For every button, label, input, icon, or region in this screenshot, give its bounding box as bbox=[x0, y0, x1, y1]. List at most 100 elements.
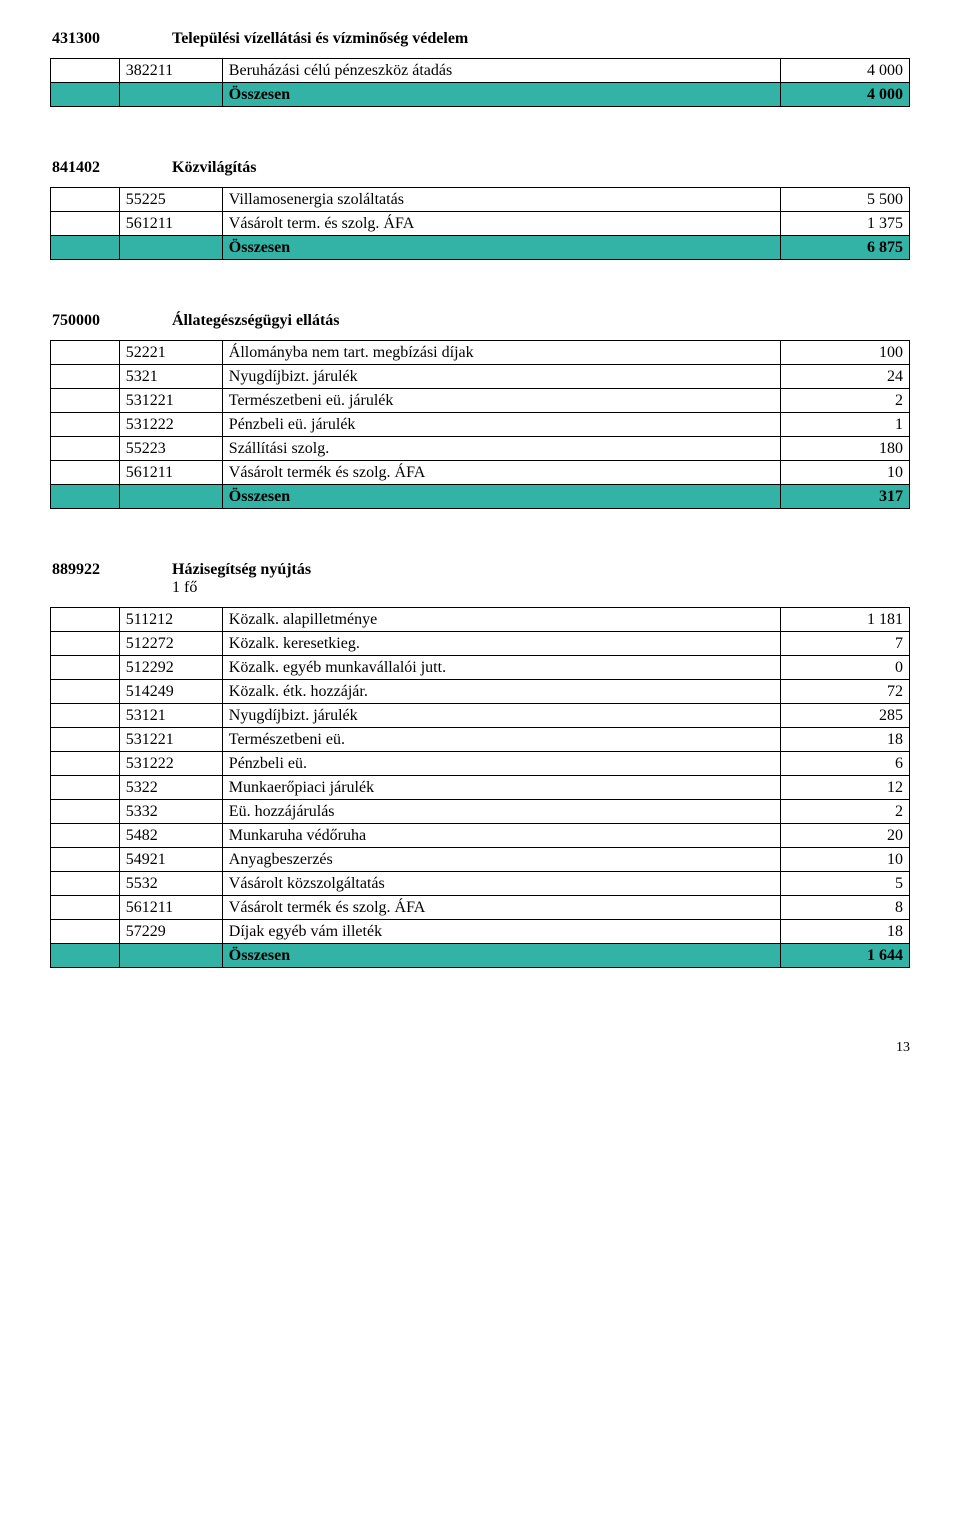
cell-blank bbox=[51, 212, 120, 236]
table-row: 511212Közalk. alapilletménye1 181 bbox=[51, 608, 910, 632]
cell-code: 531222 bbox=[119, 752, 222, 776]
section-code: 750000 bbox=[52, 312, 172, 330]
cell-label: Munkaruha védőruha bbox=[222, 824, 780, 848]
cell-code: 5322 bbox=[119, 776, 222, 800]
cell-code: 5332 bbox=[119, 800, 222, 824]
cell-code: 52221 bbox=[119, 341, 222, 365]
cell-code: 55225 bbox=[119, 188, 222, 212]
cell-label: Vásárolt termék és szolg. ÁFA bbox=[222, 461, 780, 485]
cell-value: 18 bbox=[781, 728, 910, 752]
cell-blank bbox=[51, 848, 120, 872]
cell-value: 6 bbox=[781, 752, 910, 776]
cell-value: 2 bbox=[781, 800, 910, 824]
cell-label: Pénzbeli eü. járulék bbox=[222, 413, 780, 437]
table-row: 514249Közalk. étk. hozzájár.72 bbox=[51, 680, 910, 704]
section-header: 431300Települési vízellátási és vízminős… bbox=[50, 30, 910, 48]
cell-blank bbox=[51, 800, 120, 824]
cell-label: Vásárolt termék és szolg. ÁFA bbox=[222, 896, 780, 920]
cell-label: Összesen bbox=[222, 485, 780, 509]
cell-code bbox=[119, 83, 222, 107]
section-code: 841402 bbox=[52, 159, 172, 177]
cell-label: Vásárolt term. és szolg. ÁFA bbox=[222, 212, 780, 236]
cell-code: 531221 bbox=[119, 728, 222, 752]
cell-label: Beruházási célú pénzeszköz átadás bbox=[222, 59, 780, 83]
cell-blank bbox=[51, 824, 120, 848]
cell-code: 57229 bbox=[119, 920, 222, 944]
table-row: 561211Vásárolt termék és szolg. ÁFA8 bbox=[51, 896, 910, 920]
summary-row: Összesen317 bbox=[51, 485, 910, 509]
cell-value: 10 bbox=[781, 848, 910, 872]
cell-label: Munkaerőpiaci járulék bbox=[222, 776, 780, 800]
cell-blank bbox=[51, 83, 120, 107]
cell-code: 514249 bbox=[119, 680, 222, 704]
cell-blank bbox=[51, 413, 120, 437]
cell-value: 285 bbox=[781, 704, 910, 728]
cell-blank bbox=[51, 752, 120, 776]
cell-label: Anyagbeszerzés bbox=[222, 848, 780, 872]
table-row: 531222Pénzbeli eü. járulék1 bbox=[51, 413, 910, 437]
table-row: 5321Nyugdíjbizt. járulék24 bbox=[51, 365, 910, 389]
cell-code: 561211 bbox=[119, 212, 222, 236]
budget-table: 511212Közalk. alapilletménye1 181512272K… bbox=[50, 607, 910, 968]
section-title: Települési vízellátási és vízminőség véd… bbox=[172, 30, 468, 47]
table-row: 5532Vásárolt közszolgáltatás5 bbox=[51, 872, 910, 896]
cell-label: Összesen bbox=[222, 236, 780, 260]
cell-blank bbox=[51, 461, 120, 485]
cell-blank bbox=[51, 365, 120, 389]
cell-code: 53121 bbox=[119, 704, 222, 728]
section-header: 889922Házisegítség nyújtás1 fő bbox=[50, 561, 910, 597]
cell-value: 1 644 bbox=[781, 944, 910, 968]
cell-code bbox=[119, 944, 222, 968]
table-row: 561211Vásárolt term. és szolg. ÁFA1 375 bbox=[51, 212, 910, 236]
table-row: 5322Munkaerőpiaci járulék12 bbox=[51, 776, 910, 800]
cell-code: 5532 bbox=[119, 872, 222, 896]
table-row: 512272Közalk. keresetkieg.7 bbox=[51, 632, 910, 656]
cell-blank bbox=[51, 872, 120, 896]
section-title: Házisegítség nyújtás bbox=[172, 561, 311, 578]
summary-row: Összesen4 000 bbox=[51, 83, 910, 107]
table-row: 561211Vásárolt termék és szolg. ÁFA10 bbox=[51, 461, 910, 485]
cell-code: 561211 bbox=[119, 461, 222, 485]
table-row: 512292Közalk. egyéb munkavállalói jutt.0 bbox=[51, 656, 910, 680]
cell-blank bbox=[51, 728, 120, 752]
cell-value: 1 bbox=[781, 413, 910, 437]
cell-blank bbox=[51, 341, 120, 365]
cell-blank bbox=[51, 704, 120, 728]
cell-label: Összesen bbox=[222, 944, 780, 968]
cell-code bbox=[119, 485, 222, 509]
table-row: 55225Villamosenergia szoláltatás5 500 bbox=[51, 188, 910, 212]
table-row: 531221Természetbeni eü. járulék2 bbox=[51, 389, 910, 413]
cell-blank bbox=[51, 776, 120, 800]
cell-code: 512292 bbox=[119, 656, 222, 680]
cell-blank bbox=[51, 389, 120, 413]
cell-label: Közalk. egyéb munkavállalói jutt. bbox=[222, 656, 780, 680]
page-number: 13 bbox=[50, 1040, 910, 1056]
cell-label: Vásárolt közszolgáltatás bbox=[222, 872, 780, 896]
cell-label: Villamosenergia szoláltatás bbox=[222, 188, 780, 212]
cell-value: 317 bbox=[781, 485, 910, 509]
cell-label: Közalk. étk. hozzájár. bbox=[222, 680, 780, 704]
cell-blank bbox=[51, 236, 120, 260]
section-code: 431300 bbox=[52, 30, 172, 48]
cell-value: 4 000 bbox=[781, 83, 910, 107]
cell-value: 1 375 bbox=[781, 212, 910, 236]
cell-blank bbox=[51, 656, 120, 680]
cell-blank bbox=[51, 944, 120, 968]
cell-label: Nyugdíjbizt. járulék bbox=[222, 704, 780, 728]
cell-label: Közalk. keresetkieg. bbox=[222, 632, 780, 656]
section-title: Állategészségügyi ellátás bbox=[172, 312, 340, 329]
cell-blank bbox=[51, 680, 120, 704]
cell-code: 5321 bbox=[119, 365, 222, 389]
cell-code: 54921 bbox=[119, 848, 222, 872]
table-row: 55223Szállítási szolg.180 bbox=[51, 437, 910, 461]
cell-value: 7 bbox=[781, 632, 910, 656]
cell-code: 531221 bbox=[119, 389, 222, 413]
cell-blank bbox=[51, 608, 120, 632]
cell-value: 100 bbox=[781, 341, 910, 365]
cell-value: 6 875 bbox=[781, 236, 910, 260]
table-row: 531221Természetbeni eü.18 bbox=[51, 728, 910, 752]
cell-label: Összesen bbox=[222, 83, 780, 107]
cell-code: 5482 bbox=[119, 824, 222, 848]
section-header: 750000Állategészségügyi ellátás bbox=[50, 312, 910, 330]
cell-code: 561211 bbox=[119, 896, 222, 920]
